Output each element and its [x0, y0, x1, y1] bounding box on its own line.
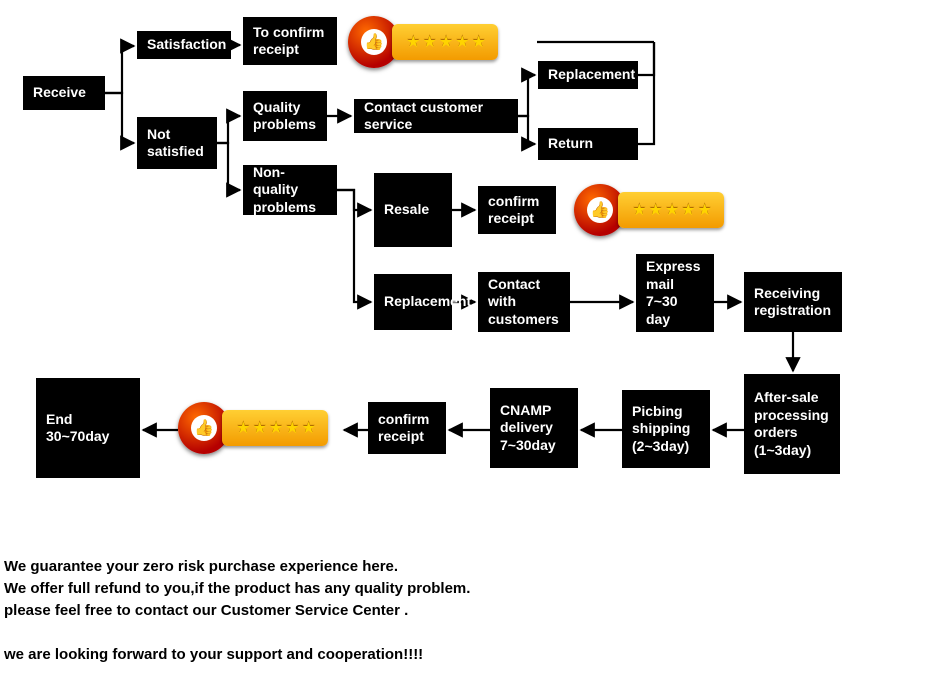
node-receive: Receive [23, 76, 105, 110]
star-bar: ★★★★★ [392, 24, 498, 60]
node-replacement-bottom: Replacement [374, 274, 452, 330]
node-contact-service: Contact customer service [354, 99, 518, 133]
footer-line-1: We guarantee your zero risk purchase exp… [4, 558, 398, 575]
footer-line-4: we are looking forward to your support a… [4, 646, 423, 663]
node-cnamp-delivery: CNAMP delivery 7~30day [490, 388, 578, 468]
node-resale: Resale [374, 173, 452, 247]
node-satisfaction: Satisfaction [137, 31, 231, 59]
node-replacement-top: Replacement [538, 61, 638, 89]
node-non-quality-problems: Non-quality problems [243, 165, 337, 215]
node-confirm-receipt-mid: confirm receipt [478, 186, 556, 234]
footer-line-2: We offer full refund to you,if the produ… [4, 580, 470, 597]
flowchart-canvas: Receive Satisfaction Not satisfied To co… [0, 0, 939, 684]
node-not-satisfied: Not satisfied [137, 117, 217, 169]
star-bar: ★★★★★ [618, 192, 724, 228]
node-contact-customers: Contact with customers [478, 272, 570, 332]
node-quality-problems: Quality problems [243, 91, 327, 141]
node-after-sale: After-sale processing orders (1~3day) [744, 374, 840, 474]
node-confirm-receipt-bottom: confirm receipt [368, 402, 446, 454]
node-express-mail: Express mail 7~30 day [636, 254, 714, 332]
rating-badge-3: 👍 ★★★★★ [178, 402, 328, 454]
node-receiving-registration: Receiving registration [744, 272, 842, 332]
rating-badge-1: 👍 ★★★★★ [348, 16, 498, 68]
footer-line-3: please feel free to contact our Customer… [4, 602, 408, 619]
node-return: Return [538, 128, 638, 160]
node-picbing-shipping: Picbing shipping (2~3day) [622, 390, 710, 468]
rating-badge-2: 👍 ★★★★★ [574, 184, 724, 236]
star-bar: ★★★★★ [222, 410, 328, 446]
node-end: End 30~70day [36, 378, 140, 478]
node-to-confirm-receipt: To confirm receipt [243, 17, 337, 65]
